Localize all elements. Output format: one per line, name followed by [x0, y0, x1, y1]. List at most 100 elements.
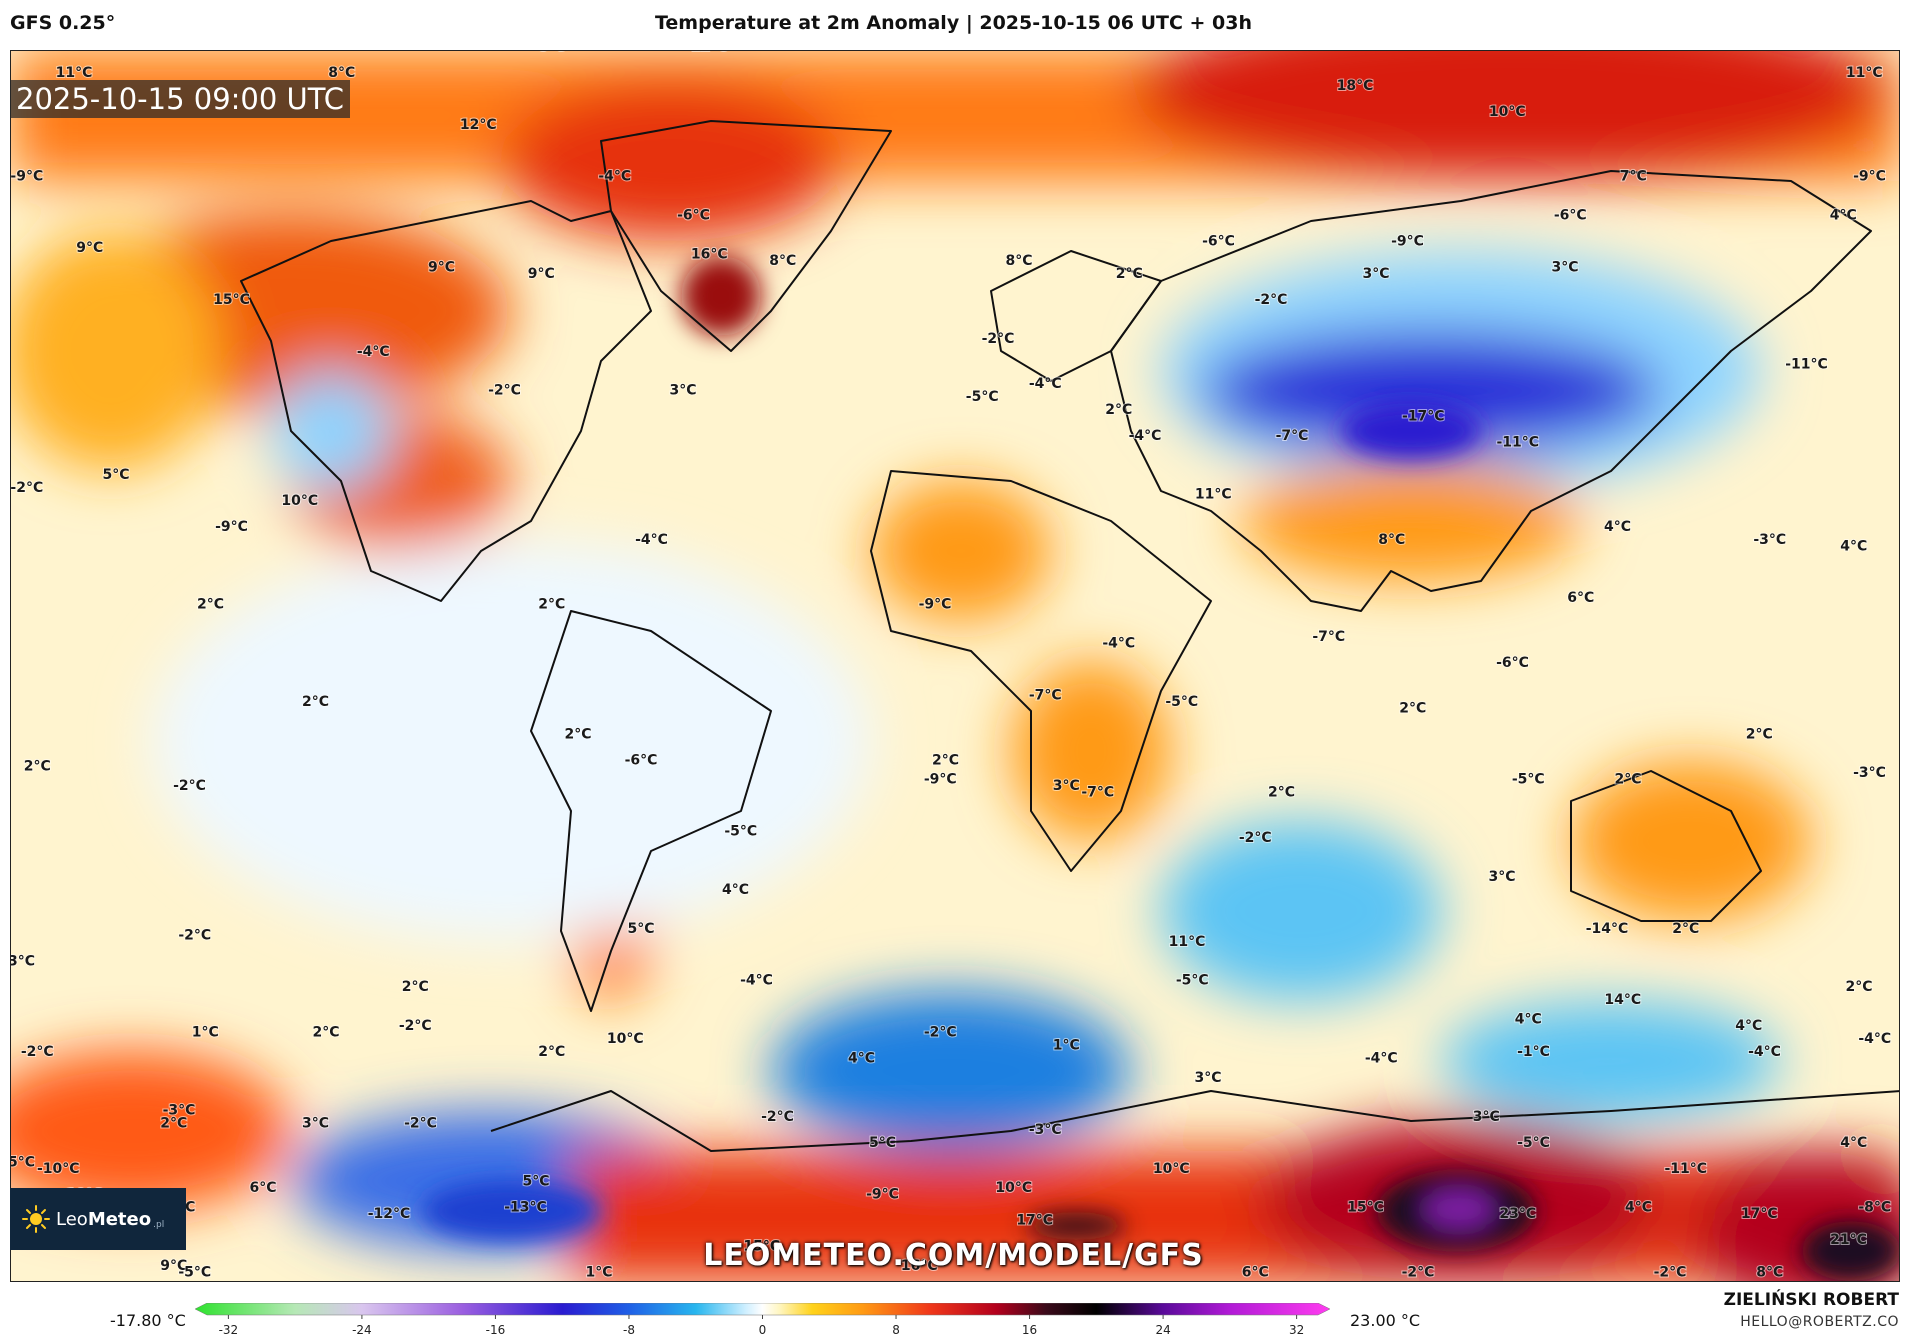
temperature-label: -5°C — [1517, 1135, 1550, 1151]
temperature-label: 16°C — [901, 1258, 938, 1274]
temperature-label: 2°C — [1105, 402, 1132, 418]
temperature-label: 14°C — [1604, 992, 1641, 1008]
temperature-label: 6°C — [1567, 590, 1594, 606]
temperature-label: 3°C — [302, 1115, 329, 1131]
temperature-label: 8°C — [1378, 532, 1405, 548]
temperature-label: -7°C — [1081, 785, 1114, 801]
temperature-label: 11°C — [56, 65, 93, 81]
anomaly-field-cores — [421, 256, 1899, 1281]
temperature-label: 15°C — [1347, 1200, 1384, 1216]
temperature-label: 10°C — [281, 493, 318, 509]
temperature-label: 10°C — [1489, 104, 1526, 120]
temperature-label: 2°C — [1614, 772, 1641, 788]
temperature-label: -4°C — [635, 532, 668, 548]
temperature-label: -17°C — [1402, 409, 1445, 425]
colorbar-tick-label: 8 — [892, 1323, 900, 1337]
temperature-label: -5°C — [178, 1265, 211, 1281]
temperature-label: -9°C — [866, 1187, 899, 1203]
temperature-label: 11°C — [1195, 486, 1232, 502]
temperature-label: -12°C — [368, 1206, 411, 1222]
temperature-label: 6°C — [1242, 1265, 1269, 1281]
temperature-label: -2°C — [21, 1044, 54, 1060]
temperature-label: -4°C — [598, 169, 631, 185]
colorbar-max-label: 23.00 °C — [1350, 1311, 1421, 1330]
temperature-label: -2°C — [924, 1025, 957, 1041]
temperature-labels: 11°C8°C8°C12°C9°C12°C14°C11°C18°C10°C12°… — [11, 51, 1892, 1281]
coastlines — [240, 120, 1899, 1152]
anomaly-map: 11°C8°C8°C12°C9°C12°C14°C11°C18°C10°C12°… — [10, 50, 1900, 1282]
temperature-label: -1°C — [1517, 1044, 1550, 1060]
temperature-label: -2°C — [761, 1109, 794, 1125]
temperature-label: 17°C — [1016, 1213, 1053, 1229]
temperature-label: -14°C — [1586, 921, 1629, 937]
temperature-label: 3°C — [1551, 260, 1578, 276]
temperature-label: -2°C — [982, 331, 1015, 347]
temperature-label: -2°C — [178, 927, 211, 943]
temperature-label: -2°C — [173, 778, 206, 794]
temperature-label: -11°C — [1785, 357, 1828, 373]
temperature-label: 1°C — [192, 1025, 219, 1041]
brand-name: LeoMeteo — [56, 1208, 152, 1230]
temperature-label: 2°C — [312, 1025, 339, 1041]
temperature-label: -4°C — [740, 973, 773, 989]
colorbar-tick-label: 24 — [1155, 1323, 1170, 1337]
temperature-label: -5°C — [966, 389, 999, 405]
temperature-label: -7°C — [1029, 687, 1062, 703]
temperature-label: 3°C — [1473, 1109, 1500, 1125]
temperature-label: -3°C — [1753, 532, 1786, 548]
temperature-label: -13°C — [504, 1200, 547, 1216]
temperature-label: 4°C — [1515, 1012, 1542, 1028]
temperature-label: -5°C — [724, 824, 757, 840]
temperature-label: 2°C — [1746, 726, 1773, 742]
temperature-label: 7°C — [1620, 169, 1647, 185]
temperature-label: -2°C — [1255, 292, 1288, 308]
temperature-label: -9°C — [1853, 169, 1886, 185]
temperature-label: 1°C — [1053, 1038, 1080, 1054]
temperature-label: 2°C — [402, 979, 429, 995]
temperature-label: 3°C — [1488, 869, 1515, 885]
temperature-label: 3°C — [1194, 1070, 1221, 1086]
temperature-label: 8°C — [538, 51, 565, 55]
temperature-label: 2°C — [1116, 266, 1143, 282]
temperature-label: 9°C — [76, 240, 103, 256]
temperature-label: 2°C — [302, 694, 329, 710]
temperature-label: -4°C — [1102, 636, 1135, 652]
temperature-label: 11°C — [1169, 934, 1206, 950]
colorbar-tick-label: 0 — [759, 1323, 767, 1337]
temperature-label: -6°C — [625, 752, 658, 768]
temperature-label: -2°C — [11, 480, 43, 496]
temperature-label: 2°C — [1672, 921, 1699, 937]
temperature-label: -3°C — [163, 1102, 196, 1118]
temperature-label: 8°C — [1005, 253, 1032, 269]
colorbar-tick-label: -8 — [623, 1323, 635, 1337]
temperature-label: -4°C — [1029, 376, 1062, 392]
temperature-label: 12°C — [691, 51, 728, 55]
temperature-label: 11°C — [1846, 65, 1883, 81]
temperature-label: 4°C — [1840, 1135, 1867, 1151]
temperature-label: -6°C — [1554, 208, 1587, 224]
temperature-label: -2°C — [404, 1115, 437, 1131]
colorbar-tick-label: -24 — [352, 1323, 372, 1337]
brand-logo: LeoMeteo .pl — [10, 1188, 186, 1250]
temperature-label: 5°C — [102, 467, 129, 483]
colorbar: -32 -24 -16 -8 0 8 16 24 32 — [195, 1303, 1330, 1337]
temperature-label: 16°C — [691, 247, 728, 263]
watermark: LEOMETEO.COM/MODEL/GFS — [703, 1238, 1204, 1273]
temperature-label: -3°C — [1853, 765, 1886, 781]
temperature-label: 8°C — [328, 65, 355, 81]
temperature-label: -6°C — [677, 208, 710, 224]
temperature-label: -2°C — [488, 383, 521, 399]
temperature-label: 4°C — [1840, 538, 1867, 554]
temperature-label: -7°C — [1312, 629, 1345, 645]
temperature-label: 2°C — [564, 726, 591, 742]
sun-icon — [22, 1205, 50, 1233]
temperature-label: -5°C — [1165, 694, 1198, 710]
temperature-label: -2°C — [1654, 1265, 1687, 1281]
temperature-label: -4°C — [1748, 1044, 1781, 1060]
temperature-label: -9°C — [924, 772, 957, 788]
temperature-label: 3°C — [669, 383, 696, 399]
colorbar-tick-label: 32 — [1289, 1323, 1304, 1337]
author-name: ZIELIŃSKI ROBERT — [1723, 1290, 1899, 1310]
model-name: GFS 0.25° — [10, 12, 116, 34]
temperature-label: -5°C — [1512, 772, 1545, 788]
